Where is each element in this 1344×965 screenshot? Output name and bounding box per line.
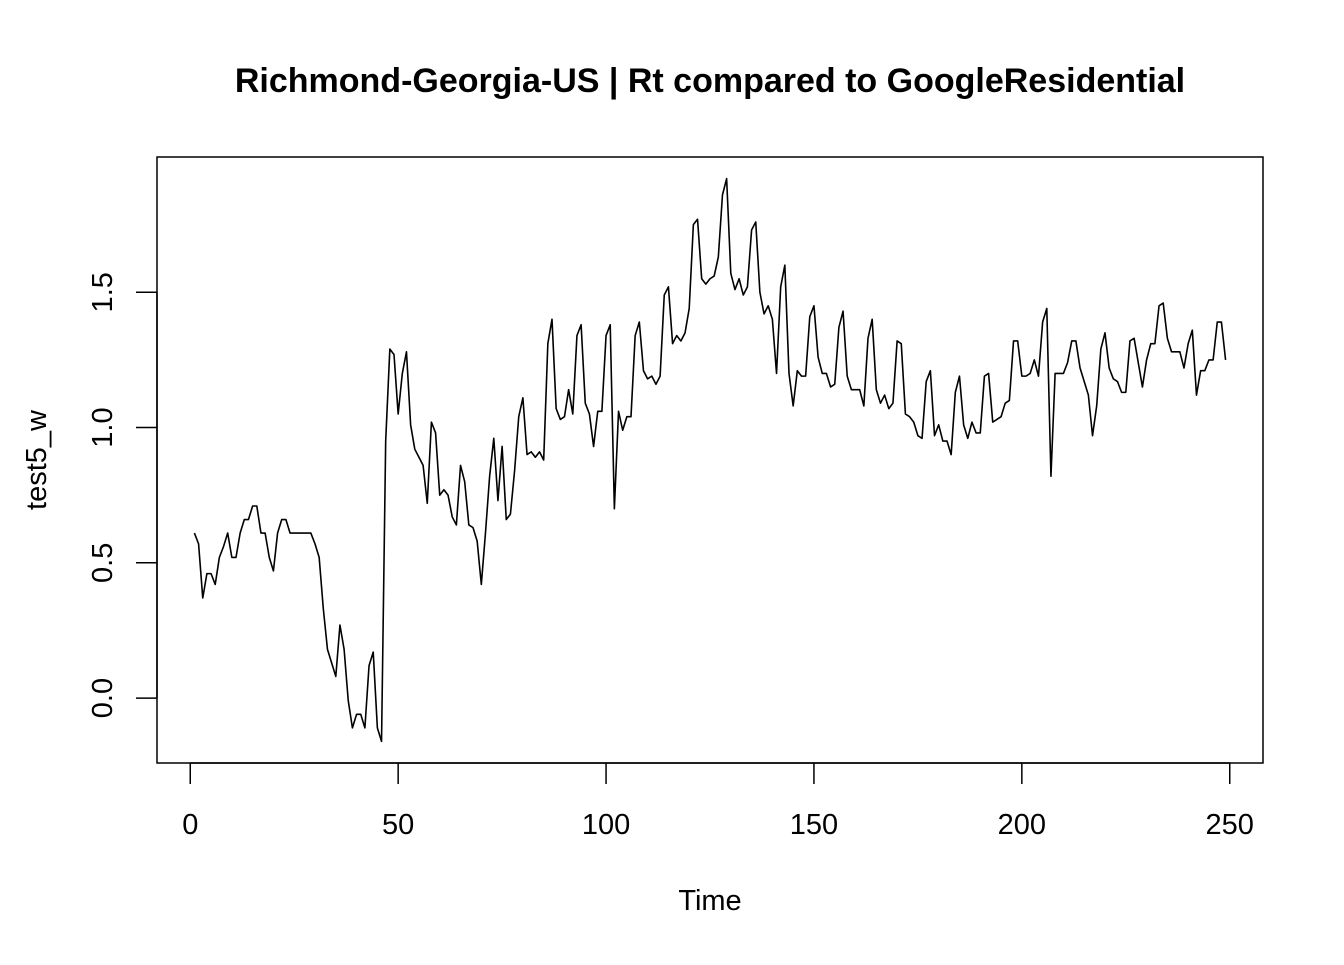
x-tick-label: 50 — [382, 809, 414, 841]
chart-title: Richmond-Georgia-US | Rt compared to Goo… — [235, 62, 1185, 100]
x-axis-label: Time — [678, 885, 741, 917]
x-tick-label: 200 — [998, 809, 1046, 841]
x-axis: 0 50 100 150 200 250 — [182, 762, 1254, 841]
y-tick-label: 0.0 — [87, 678, 119, 718]
series-line — [193, 177, 1227, 743]
y-axis: 0.0 0.5 1.0 1.5 — [87, 272, 158, 718]
x-tick-label: 100 — [582, 809, 630, 841]
y-tick-label: 1.0 — [87, 407, 119, 447]
plot-frame — [156, 156, 1264, 764]
x-tick-label: 0 — [182, 809, 198, 841]
x-tick-label: 250 — [1206, 809, 1254, 841]
y-tick-label: 1.5 — [87, 272, 119, 312]
y-axis-label: test5_w — [21, 409, 53, 510]
x-tick-label: 150 — [790, 809, 838, 841]
y-tick-label: 0.5 — [87, 543, 119, 583]
